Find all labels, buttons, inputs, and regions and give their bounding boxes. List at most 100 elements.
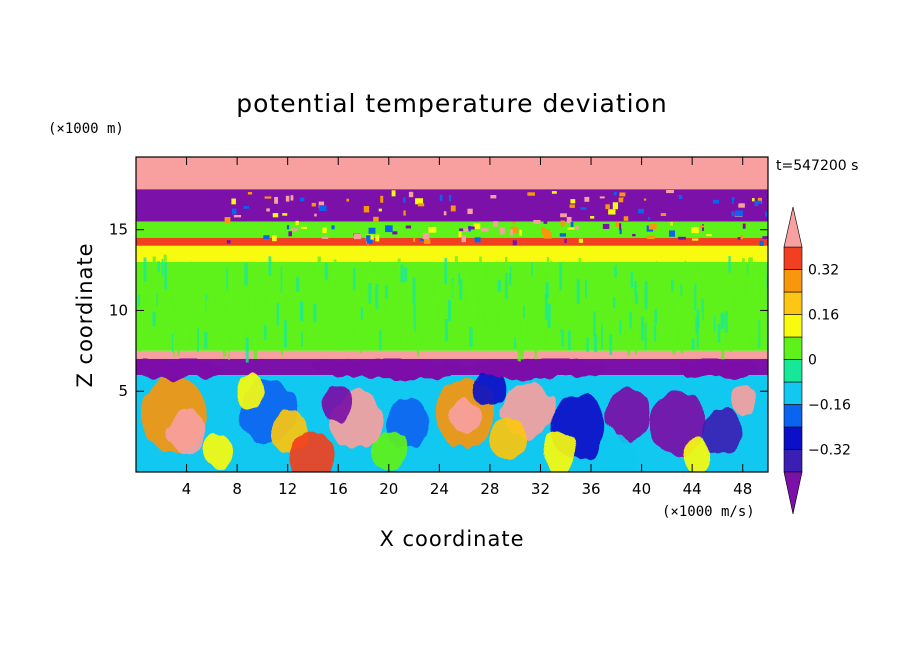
noise-mark [584,196,590,202]
noise-mark [392,231,398,235]
streak-mark [497,280,502,292]
streak-mark [268,256,272,276]
streak-mark [454,256,458,271]
streak-mark [522,320,525,348]
streak-mark [225,288,229,305]
streak-mark [163,254,167,269]
eddy-blob [448,398,482,436]
streak-mark [581,281,583,294]
noise-mark [533,220,541,224]
streak-mark [634,293,639,305]
streak-mark [509,292,512,319]
streak-mark [721,332,725,360]
noise-mark [380,195,384,203]
streak-mark [301,331,303,347]
noise-mark [712,199,720,204]
streak-mark [295,328,297,344]
x-tick-label: 36 [581,480,600,498]
streak-mark [744,328,748,345]
streak-mark [464,268,468,287]
streak-mark [431,328,434,340]
streak-mark [523,305,525,319]
noise-mark [375,234,380,242]
streak-mark [634,328,638,355]
streak-mark [696,310,700,328]
streak-mark [486,301,490,317]
streak-mark [700,311,703,334]
streak-mark [289,300,292,327]
streak-mark [284,320,287,348]
streak-mark [715,270,718,286]
streak-mark [456,267,459,279]
streak-mark [560,329,564,347]
colorbar-tick-label: 0.16 [808,308,839,324]
x-tick-label: 32 [531,480,550,498]
streak-mark [467,277,471,300]
streak-mark [190,261,192,284]
noise-mark [648,223,657,230]
streak-mark [204,331,208,349]
streak-mark [210,289,214,307]
streak-mark [278,315,282,334]
noise-mark [274,196,279,204]
noise-mark [638,208,645,214]
noise-mark [266,208,270,212]
noise-mark [738,203,745,208]
colorbar-segment [783,269,803,293]
noise-mark [415,198,424,205]
x-tick-label: 12 [278,480,297,498]
streak-mark [317,261,321,278]
streak-mark [340,335,343,351]
streak-mark [717,324,721,343]
streak-mark [609,334,613,355]
noise-mark [295,220,299,226]
streak-mark [641,269,645,291]
streak-mark [454,279,457,295]
streak-mark [742,258,745,270]
streak-mark [644,280,648,309]
streak-mark [391,269,394,287]
streak-mark [416,334,420,357]
streak-mark [485,332,488,351]
noise-mark [680,213,686,218]
chart-title: potential temperature deviation [236,89,667,118]
noise-mark [346,198,350,202]
streak-mark [726,271,730,286]
streak-mark [264,324,267,341]
noise-mark [527,192,535,196]
noise-mark [742,223,746,229]
contour-field [136,157,768,472]
streak-mark [368,262,371,273]
streak-mark [720,312,724,330]
streak-mark [713,267,717,288]
streak-mark [362,284,366,303]
noise-mark [739,234,743,240]
y-tick-label: 5 [118,382,128,400]
noise-mark [366,239,373,244]
noise-mark [321,236,329,239]
streak-mark [161,258,164,276]
streak-mark [448,299,451,322]
streak-mark [680,283,683,296]
streak-mark [627,328,631,356]
noise-mark [439,194,443,201]
streak-mark [557,297,561,308]
purple-mound [469,358,612,379]
noise-mark [459,228,464,232]
streak-mark [333,259,337,277]
streak-mark [614,265,617,278]
streak-mark [413,304,416,332]
streak-mark [412,277,416,304]
eddy-blob [202,435,234,471]
x-tick-label: 16 [329,480,348,498]
streak-mark [559,262,563,291]
noise-mark [619,192,626,197]
noise-mark [366,235,371,242]
streak-mark [353,298,356,315]
noise-mark [488,204,491,211]
streak-mark [357,321,361,336]
streak-mark [504,272,508,300]
streak-mark [476,266,480,278]
noise-mark [300,226,308,229]
